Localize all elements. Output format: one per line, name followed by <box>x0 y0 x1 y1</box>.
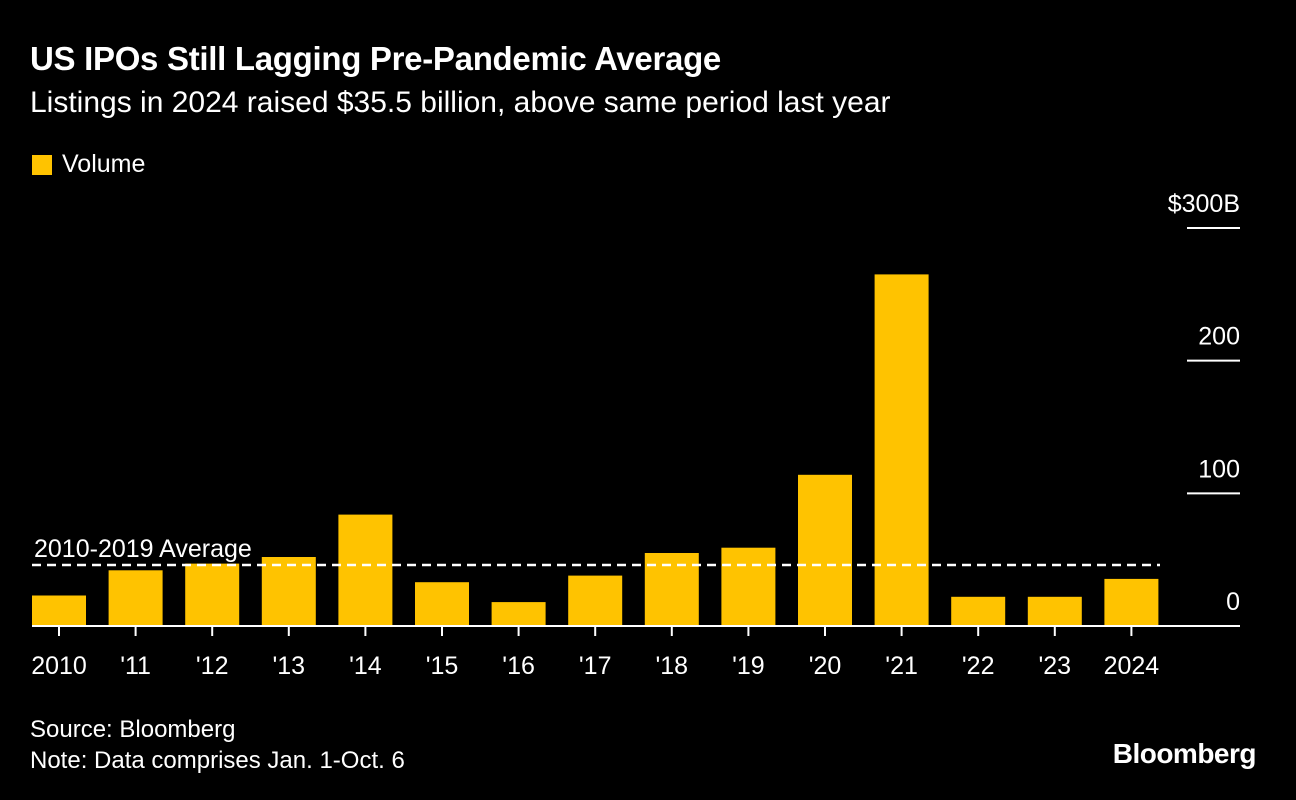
bar-7 <box>568 575 623 626</box>
y-tick-label-3: $300B <box>1168 190 1240 218</box>
x-tick-label-2: '12 <box>196 652 229 680</box>
y-tick-label-1: 100 <box>1198 455 1240 483</box>
x-tick-label-6: '16 <box>502 652 535 680</box>
x-tick-label-5: '15 <box>426 652 459 680</box>
y-tick-label-0: 0 <box>1226 588 1240 616</box>
bloomberg-logo: Bloomberg <box>1112 738 1257 769</box>
average-reference-label: 2010-2019 Average <box>34 535 252 563</box>
x-tick-label-7: '17 <box>579 652 612 680</box>
x-tick-label-3: '13 <box>273 652 306 680</box>
x-tick-label-4: '14 <box>349 652 382 680</box>
x-tick-label-13: '23 <box>1039 652 1072 680</box>
legend-label-volume: Volume <box>62 150 146 178</box>
bar-1 <box>108 570 163 626</box>
bar-14 <box>1104 578 1159 626</box>
bar-11 <box>874 274 929 626</box>
bar-10 <box>798 474 852 626</box>
x-tick-label-8: '18 <box>656 652 689 680</box>
chart-title: US IPOs Still Lagging Pre-Pandemic Avera… <box>30 40 721 77</box>
bar-4 <box>338 514 393 626</box>
x-tick-label-14: 2024 <box>1104 652 1160 680</box>
bar-3 <box>261 557 316 626</box>
y-tick-label-2: 200 <box>1198 323 1240 351</box>
x-tick-label-11: '21 <box>885 652 918 680</box>
bar-6 <box>491 602 546 626</box>
note-text: Note: Data comprises Jan. 1-Oct. 6 <box>30 747 405 774</box>
chart-subtitle: Listings in 2024 raised $35.5 billion, a… <box>30 86 891 119</box>
source-text: Source: Bloomberg <box>30 716 236 743</box>
bar-2 <box>185 563 240 626</box>
legend-swatch-volume <box>32 154 52 175</box>
footer-notes: Source: Bloomberg Note: Data comprises J… <box>30 714 405 776</box>
x-tick-label-12: '22 <box>962 652 995 680</box>
bar-9 <box>721 547 776 626</box>
x-tick-label-1: '11 <box>120 652 151 680</box>
bar-13 <box>1027 596 1082 626</box>
x-tick-label-10: '20 <box>809 652 842 680</box>
bar-0 <box>32 595 86 626</box>
x-tick-label-9: '19 <box>732 652 765 680</box>
x-tick-label-0: 2010 <box>31 652 87 680</box>
bar-5 <box>415 582 469 626</box>
legend: Volume <box>32 150 145 179</box>
bar-12 <box>951 596 1006 626</box>
